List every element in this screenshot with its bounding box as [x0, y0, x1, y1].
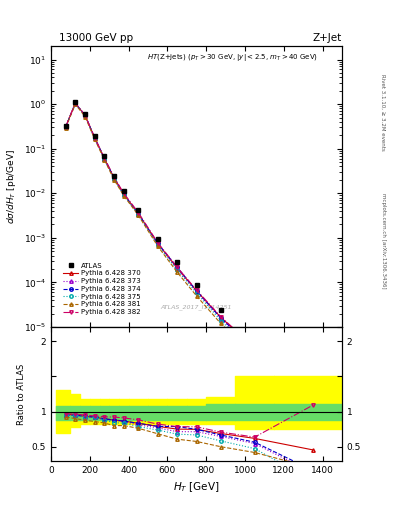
Y-axis label: $d\sigma/dH_T$ [pb/GeV]: $d\sigma/dH_T$ [pb/GeV] [5, 149, 18, 224]
ATLAS [102, 154, 107, 160]
ATLAS [73, 99, 78, 105]
ATLAS [83, 111, 87, 117]
Text: 13000 GeV pp: 13000 GeV pp [59, 33, 133, 44]
ATLAS [92, 133, 97, 139]
Text: Rivet 3.1.10, ≥ 3.2M events: Rivet 3.1.10, ≥ 3.2M events [381, 74, 386, 151]
ATLAS [219, 307, 223, 313]
ATLAS [175, 260, 180, 266]
Text: Z+Jet: Z+Jet [313, 33, 342, 44]
Text: $HT$(Z+jets) ($p_T > 30$ GeV, $|y| < 2.5$, $m_T > 40$ GeV): $HT$(Z+jets) ($p_T > 30$ GeV, $|y| < 2.5… [147, 52, 318, 62]
ATLAS [194, 282, 199, 288]
Text: mcplots.cern.ch [arXiv:1306.3436]: mcplots.cern.ch [arXiv:1306.3436] [381, 193, 386, 288]
X-axis label: $H_T$ [GeV]: $H_T$ [GeV] [173, 480, 220, 494]
Legend: ATLAS, Pythia 6.428 370, Pythia 6.428 373, Pythia 6.428 374, Pythia 6.428 375, P: ATLAS, Pythia 6.428 370, Pythia 6.428 37… [61, 260, 144, 318]
ATLAS [155, 236, 160, 242]
ATLAS [63, 123, 68, 129]
ATLAS [252, 335, 257, 342]
Line: ATLAS: ATLAS [63, 100, 315, 386]
ATLAS [136, 207, 141, 213]
ATLAS [112, 173, 116, 179]
ATLAS [310, 380, 315, 386]
Y-axis label: Ratio to ATLAS: Ratio to ATLAS [17, 364, 26, 424]
Text: ATLAS_2017_I1514251: ATLAS_2017_I1514251 [161, 305, 232, 310]
ATLAS [121, 188, 126, 195]
